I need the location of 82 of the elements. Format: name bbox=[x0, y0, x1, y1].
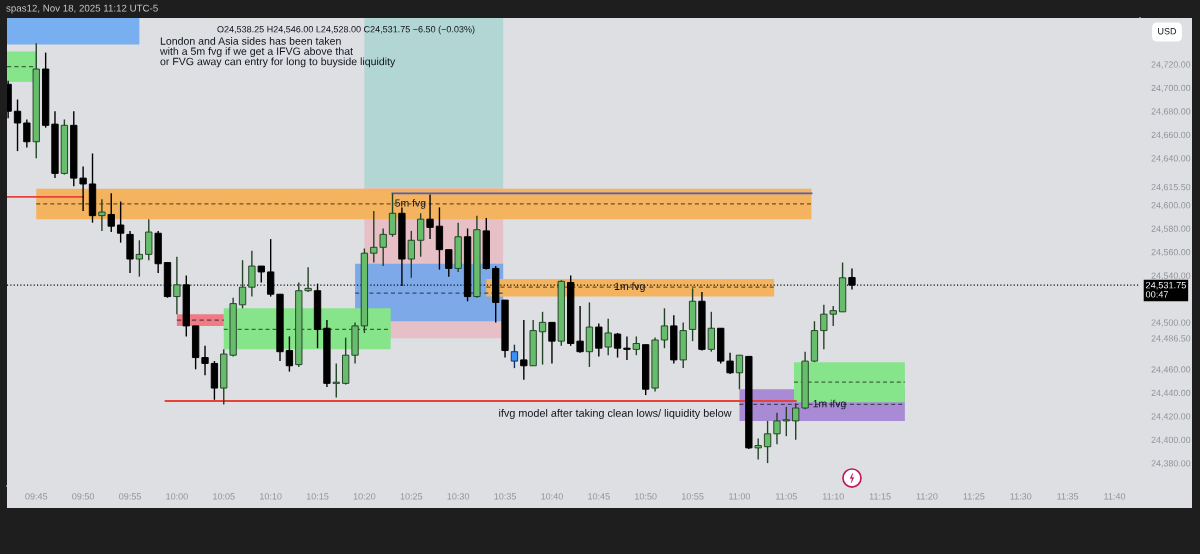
x-tick-label: 10:10 bbox=[260, 493, 282, 500]
candlestick bbox=[595, 322, 603, 358]
x-tick-label: 11:05 bbox=[776, 493, 797, 500]
x-tick-label: 10:45 bbox=[588, 493, 610, 500]
x-tick-label: 10:25 bbox=[400, 493, 423, 500]
candlestick bbox=[613, 332, 622, 359]
y-tick-label: 24,615.50 bbox=[1151, 183, 1191, 192]
y-tick-label: 24,440.00 bbox=[1151, 389, 1191, 398]
x-tick-label: 09:55 bbox=[119, 493, 141, 500]
candlestick bbox=[660, 307, 669, 349]
candlestick bbox=[763, 420, 772, 464]
candlestick bbox=[248, 250, 256, 298]
candlestick bbox=[604, 318, 612, 356]
candlestick bbox=[173, 255, 181, 315]
x-tick-label: 10:20 bbox=[353, 493, 376, 500]
x-tick-label: 11:30 bbox=[1010, 493, 1032, 500]
y-tick-label: 24,680.00 bbox=[1151, 108, 1191, 116]
x-tick-label: 11:35 bbox=[1057, 493, 1079, 500]
text: USD bbox=[1158, 28, 1177, 35]
y-tick-label: 24,486.50 bbox=[1151, 335, 1191, 343]
y-tick-label: 24,600.00 bbox=[1151, 202, 1191, 210]
y-tick-label: 24,400.00 bbox=[1151, 436, 1191, 445]
candlestick bbox=[98, 198, 106, 232]
y-tick-label: 24,380.00 bbox=[1151, 460, 1191, 468]
chart-title: spas12, Nov 18, 2025 11:12 UTC-5 bbox=[6, 4, 158, 14]
annotation: ifvg model after taking clean lows/ liquidity below bbox=[499, 408, 732, 420]
candlestick bbox=[510, 343, 519, 369]
y-tick-label: 24,540.00 bbox=[1151, 272, 1191, 280]
candlestick bbox=[623, 335, 631, 361]
candlestick bbox=[520, 319, 528, 381]
y-tick-label: 24,580.00 bbox=[1151, 225, 1191, 233]
candlestick bbox=[754, 437, 762, 461]
candlestick bbox=[332, 362, 340, 399]
y-tick-label: 24,700.00 bbox=[1151, 84, 1191, 93]
candlestick bbox=[285, 335, 294, 373]
x-tick-label: 11:40 bbox=[1104, 493, 1126, 500]
x-tick-label: 09:50 bbox=[72, 493, 95, 500]
x-tick-label: 11:25 bbox=[963, 493, 985, 500]
x-tick-label: 09:45 bbox=[25, 493, 48, 500]
y-tick-label: 24,640.00 bbox=[1151, 155, 1191, 163]
candlestick bbox=[145, 218, 153, 261]
annotation: O24,538.25 H24,546.00 L24,528.00 C24,531.75 −6.50 (−0.03%) bbox=[217, 25, 475, 35]
annotation: 1m fvg bbox=[614, 282, 645, 293]
y-tick-label: 24,720.00 bbox=[1151, 61, 1191, 69]
candlestick bbox=[538, 311, 547, 366]
x-tick-label: 10:00 bbox=[166, 493, 188, 500]
x-tick-label: 10:05 bbox=[213, 493, 235, 500]
candlestick bbox=[707, 311, 715, 353]
candlestick bbox=[435, 206, 444, 271]
x-tick-label: 11:15 bbox=[869, 493, 891, 500]
x-tick-label: 10:50 bbox=[635, 493, 657, 500]
candlestick bbox=[107, 192, 115, 233]
x-tick-label: 10:15 bbox=[306, 493, 329, 500]
x-tick-label: 11:00 bbox=[729, 493, 751, 500]
y-tick-label: 24,460.00 bbox=[1151, 366, 1191, 374]
x-tick-label: 10:55 bbox=[681, 493, 704, 500]
y-tick-label: 24,420.00 bbox=[1151, 413, 1191, 421]
ref-line-label: 24,531.75 00:47 bbox=[1145, 281, 1186, 298]
y-tick-label: 24,660.00 bbox=[1151, 131, 1191, 140]
candlestick bbox=[426, 193, 434, 240]
candlestick bbox=[201, 345, 209, 376]
x-tick-label: 10:35 bbox=[494, 493, 516, 500]
x-tick-label: 11:20 bbox=[916, 493, 938, 500]
annotation: 5m fvg bbox=[395, 199, 426, 209]
candlestick bbox=[632, 335, 640, 356]
annotation: London and Asia sides has been taken with a 5m fvg if we get a IFVG above that or FVG away can entry for long to buyside liquidity bbox=[159, 37, 396, 68]
candlestick bbox=[388, 192, 397, 238]
candlestick bbox=[445, 248, 453, 278]
candlestick bbox=[416, 212, 425, 258]
x-tick-label: 10:30 bbox=[447, 493, 470, 500]
candlestick bbox=[548, 321, 556, 365]
x-tick-label: 11:10 bbox=[822, 493, 844, 500]
x-tick-label: 10:40 bbox=[541, 493, 563, 500]
y-tick-label: 24,560.00 bbox=[1151, 249, 1191, 257]
candlestick bbox=[735, 354, 744, 390]
candlestick bbox=[407, 230, 415, 279]
candlestick bbox=[135, 239, 144, 278]
candlestick bbox=[238, 259, 247, 309]
candlestick bbox=[23, 118, 31, 149]
y-tick-label: 24,500.00 bbox=[1151, 319, 1191, 327]
candlestick bbox=[13, 98, 22, 152]
candlestick bbox=[116, 200, 125, 244]
